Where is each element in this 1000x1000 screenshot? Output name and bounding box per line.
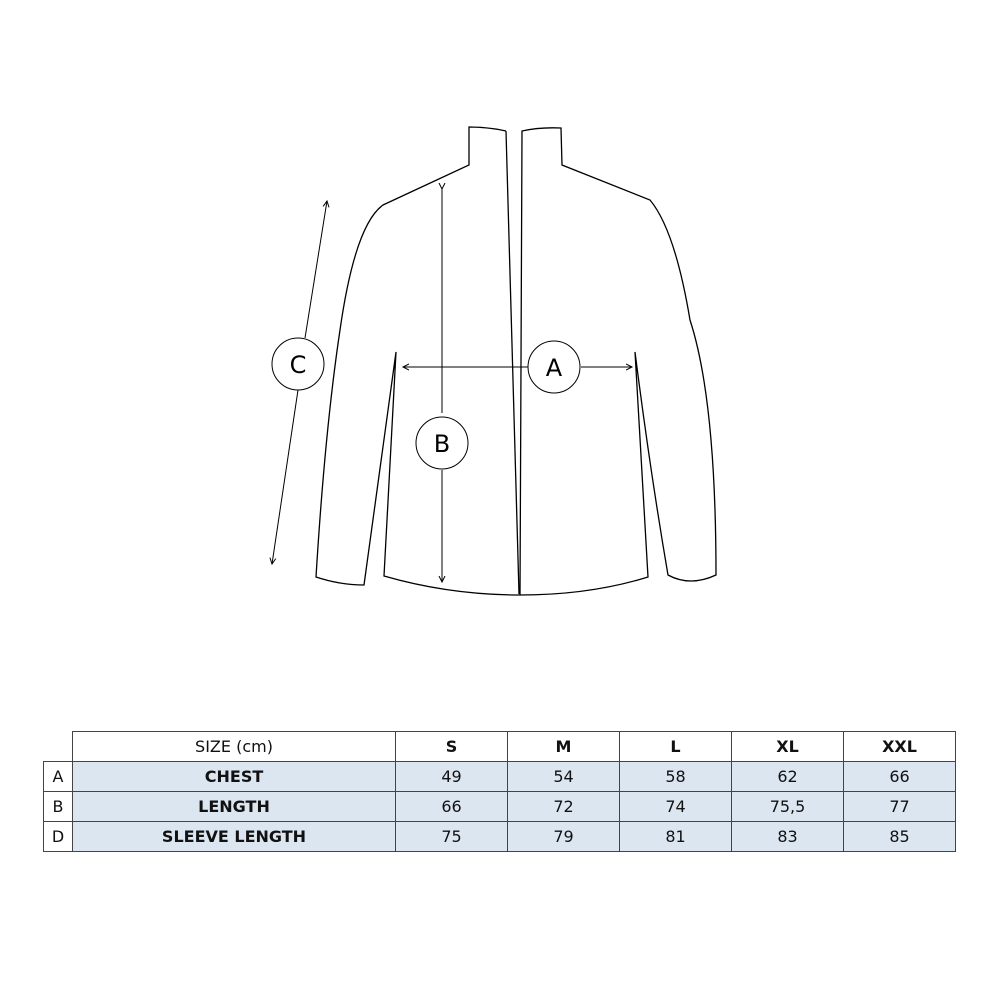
table-row: B LENGTH 66 72 74 75,5 77	[43, 791, 956, 822]
cell: 66	[843, 761, 956, 792]
cell: 85	[843, 821, 956, 852]
chest-label-circle	[527, 340, 581, 394]
row-label: SLEEVE LENGTH	[72, 821, 396, 852]
cell: 77	[843, 791, 956, 822]
cell: 72	[507, 791, 620, 822]
jacket-outline	[315, 126, 717, 596]
header-size: M	[507, 731, 620, 762]
cell: 79	[507, 821, 620, 852]
row-letter: D	[43, 821, 73, 852]
sleeve-label-circle	[271, 337, 325, 391]
cell: 58	[619, 761, 732, 792]
length-label-circle	[415, 416, 469, 470]
cell: 75,5	[731, 791, 844, 822]
sleeve-arrow-bottom	[272, 389, 299, 564]
size-table: SIZE (cm) S M L XL XXL A CHEST 49 54 58 …	[43, 731, 956, 852]
header-size: XL	[731, 731, 844, 762]
cell: 49	[395, 761, 508, 792]
cell: 75	[395, 821, 508, 852]
table-row: A CHEST 49 54 58 62 66	[43, 761, 956, 792]
row-label: LENGTH	[72, 791, 396, 822]
row-label: CHEST	[72, 761, 396, 792]
empty-cell	[43, 731, 73, 762]
row-letter: A	[43, 761, 73, 792]
table-row: D SLEEVE LENGTH 75 79 81 83 85	[43, 821, 956, 852]
cell: 83	[731, 821, 844, 852]
header-size: XXL	[843, 731, 956, 762]
row-letter: B	[43, 791, 73, 822]
length-label: B	[434, 430, 450, 458]
chest-label: A	[546, 354, 563, 382]
header-size: S	[395, 731, 508, 762]
header-size: L	[619, 731, 732, 762]
cell: 74	[619, 791, 732, 822]
cell: 54	[507, 761, 620, 792]
jacket-diagram: A B C	[0, 126, 717, 596]
sleeve-arrow-top	[304, 201, 327, 339]
header-label: SIZE (cm)	[72, 731, 396, 762]
table-header-row: SIZE (cm) S M L XL XXL	[43, 731, 956, 762]
cell: 66	[395, 791, 508, 822]
cell: 81	[619, 821, 732, 852]
cell: 62	[731, 761, 844, 792]
sleeve-label: C	[290, 351, 307, 379]
